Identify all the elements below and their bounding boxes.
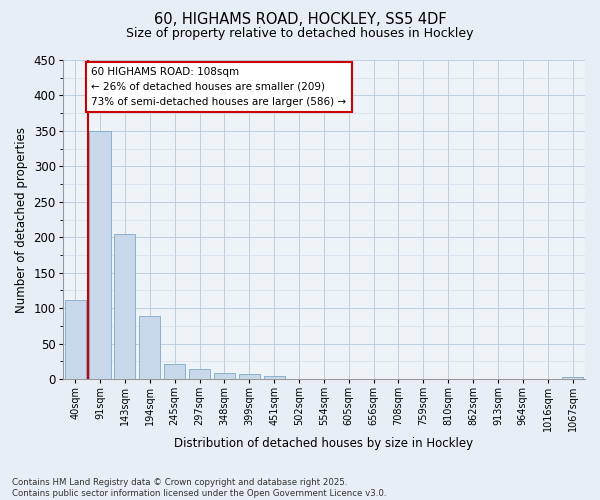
Text: Contains HM Land Registry data © Crown copyright and database right 2025.
Contai: Contains HM Land Registry data © Crown c…: [12, 478, 386, 498]
Text: 60 HIGHAMS ROAD: 108sqm
← 26% of detached houses are smaller (209)
73% of semi-d: 60 HIGHAMS ROAD: 108sqm ← 26% of detache…: [91, 67, 346, 106]
Y-axis label: Number of detached properties: Number of detached properties: [15, 126, 28, 312]
X-axis label: Distribution of detached houses by size in Hockley: Distribution of detached houses by size …: [175, 437, 473, 450]
Text: 60, HIGHAMS ROAD, HOCKLEY, SS5 4DF: 60, HIGHAMS ROAD, HOCKLEY, SS5 4DF: [154, 12, 446, 28]
Bar: [189, 369, 210, 379]
Bar: [239, 374, 260, 379]
Bar: [65, 300, 86, 379]
Bar: [214, 372, 235, 379]
Bar: [139, 316, 160, 379]
Bar: [562, 377, 583, 379]
Bar: [115, 234, 136, 379]
Text: Size of property relative to detached houses in Hockley: Size of property relative to detached ho…: [126, 28, 474, 40]
Bar: [263, 376, 285, 379]
Bar: [89, 131, 110, 379]
Bar: [164, 364, 185, 379]
